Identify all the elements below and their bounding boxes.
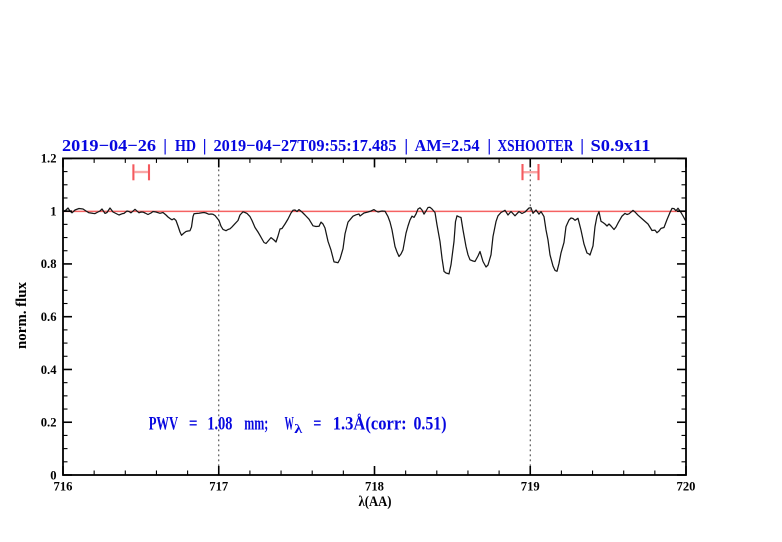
svg-text:HD: HD <box>175 136 196 155</box>
svg-text:norm. flux: norm. flux <box>14 281 30 349</box>
svg-text:0.4: 0.4 <box>41 363 57 377</box>
svg-text:0: 0 <box>50 468 56 482</box>
svg-text:1.08: 1.08 <box>207 414 232 435</box>
svg-text:718: 718 <box>365 480 384 494</box>
svg-text:|: | <box>203 136 207 155</box>
svg-text:=: = <box>189 414 198 435</box>
svg-text:|: | <box>580 136 584 155</box>
svg-text:AM=2.54: AM=2.54 <box>415 136 480 155</box>
svg-text:1: 1 <box>50 204 56 218</box>
svg-text:0.51): 0.51) <box>414 414 447 435</box>
svg-text:719: 719 <box>521 480 540 494</box>
svg-text:XSHOOTER: XSHOOTER <box>498 136 575 155</box>
svg-text:λ: λ <box>294 421 303 436</box>
svg-text:0.2: 0.2 <box>41 416 57 430</box>
svg-text:720: 720 <box>677 480 696 494</box>
svg-text:2019−04−27T09:55:17.485: 2019−04−27T09:55:17.485 <box>214 136 397 155</box>
svg-text:2019−04−26: 2019−04−26 <box>62 136 156 155</box>
svg-text:W: W <box>285 414 294 435</box>
svg-text:0.6: 0.6 <box>41 310 57 324</box>
svg-text:λ(AA): λ(AA) <box>359 494 392 510</box>
svg-text:717: 717 <box>209 480 228 494</box>
svg-text:0.8: 0.8 <box>41 257 57 271</box>
svg-text:|: | <box>404 136 408 155</box>
svg-text:716: 716 <box>54 480 73 494</box>
svg-text:=: = <box>313 414 321 435</box>
svg-text:mm;: mm; <box>244 414 268 435</box>
svg-text:|: | <box>163 136 167 155</box>
svg-text:1.3Å(corr:: 1.3Å(corr: <box>333 414 407 435</box>
svg-text:PWV: PWV <box>149 414 179 435</box>
svg-text:1.2: 1.2 <box>41 152 57 166</box>
svg-text:|: | <box>487 136 491 155</box>
svg-text:S0.9x11: S0.9x11 <box>591 136 651 155</box>
